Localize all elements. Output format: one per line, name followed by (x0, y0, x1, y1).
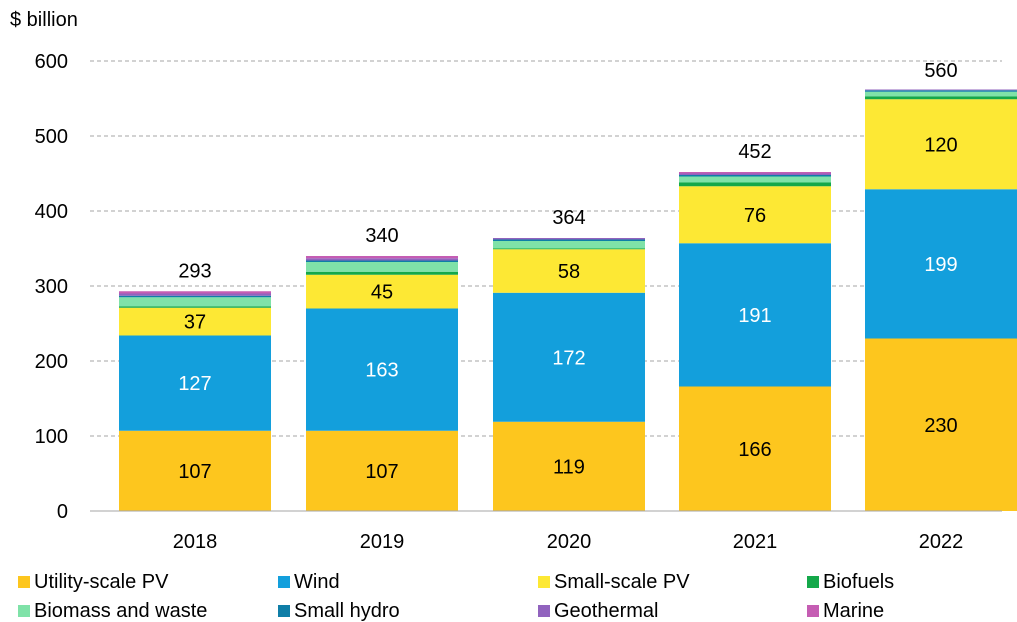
data-label: 163 (365, 360, 398, 382)
x-tick-label: 2020 (547, 531, 592, 553)
total-label: 560 (924, 60, 957, 82)
bar-segment (679, 186, 831, 244)
legend-label: Wind (294, 571, 340, 593)
legend-label: Utility-scale PV (34, 571, 169, 593)
bar-segment (679, 176, 831, 183)
bar-segment (679, 386, 831, 511)
total-label: 364 (552, 207, 585, 229)
x-tick-label: 2018 (173, 531, 218, 553)
data-label: 45 (371, 282, 393, 304)
x-axis: 2018 2019 2020 2021 2022 (90, 510, 1002, 553)
bar-segment (865, 90, 1017, 92)
y-tick-label: 600 (35, 51, 68, 73)
total-label: 293 (178, 260, 211, 282)
bar-segment (119, 297, 271, 307)
bar-segment (119, 295, 271, 298)
data-label: 199 (924, 254, 957, 276)
bar-segment (306, 271, 458, 275)
legend-swatch (18, 605, 30, 617)
bar-segment (865, 89, 1017, 91)
legend-swatch (807, 576, 819, 588)
total-label: 452 (738, 141, 771, 163)
data-label: 191 (738, 305, 771, 327)
x-tick-label: 2019 (360, 531, 405, 553)
legend-swatch (278, 605, 290, 617)
legend-swatch (18, 576, 30, 588)
legend-label: Marine (823, 600, 884, 622)
y-axis-ticks: 0 100 200 300 400 500 600 (35, 51, 68, 523)
data-label: 76 (744, 205, 766, 227)
bar-segment (306, 260, 458, 262)
data-label: 120 (924, 134, 957, 156)
legend-label: Geothermal (554, 600, 659, 622)
legend: Utility-scale PV Wind Small-scale PV Biofue… (18, 571, 894, 622)
data-label: 107 (178, 461, 211, 483)
legend-swatch (807, 605, 819, 617)
bar-segment (306, 262, 458, 272)
bar-segment (865, 338, 1017, 511)
bar-segment (119, 291, 271, 294)
bar-segment (119, 306, 271, 308)
bars: 107 127 37 293 107 163 45 340 119 172 58 364 166 191 7… (119, 60, 1017, 511)
data-label: 172 (552, 347, 585, 369)
data-label: 37 (184, 312, 206, 334)
bar-segment (493, 239, 645, 241)
bar-segment (493, 249, 645, 293)
bar-segment (306, 274, 458, 309)
data-label: 127 (178, 373, 211, 395)
legend-label: Small-scale PV (554, 571, 690, 593)
bar-segment (865, 96, 1017, 100)
bar-segment (679, 173, 831, 175)
x-tick-label: 2021 (733, 531, 778, 553)
bar-segment (119, 307, 271, 336)
bar-segment (679, 243, 831, 387)
bar-segment (493, 292, 645, 422)
bar-segment (306, 256, 458, 259)
bar-segment (119, 430, 271, 511)
bar-segment (865, 99, 1017, 190)
data-label: 230 (924, 415, 957, 437)
y-tick-label: 400 (35, 201, 68, 223)
y-tick-label: 100 (35, 426, 68, 448)
bar-segment (493, 241, 645, 249)
y-tick-label: 300 (35, 276, 68, 298)
bar-segment (306, 258, 458, 261)
data-label: 119 (553, 456, 585, 478)
legend-label: Small hydro (294, 600, 400, 622)
bar-segment (865, 91, 1017, 97)
bar-segment (679, 182, 831, 187)
y-tick-label: 0 (57, 501, 68, 523)
bar-segment (306, 308, 458, 431)
bar-segment (119, 335, 271, 431)
bar-segment (679, 175, 831, 177)
bar-segment (493, 238, 645, 240)
legend-swatch (538, 576, 550, 588)
data-label: 107 (365, 461, 398, 483)
legend-label: Biomass and waste (34, 600, 207, 622)
bar-segment (119, 293, 271, 296)
bar-segment (493, 248, 645, 250)
legend-swatch (278, 576, 290, 588)
legend-swatch (538, 605, 550, 617)
total-label: 340 (365, 225, 398, 247)
bar-segment (679, 172, 831, 174)
y-axis-label: $ billion (10, 9, 78, 31)
bar-segment (865, 189, 1017, 339)
bar-segment (493, 421, 645, 511)
bar-segment (306, 430, 458, 511)
data-label: 58 (558, 261, 580, 283)
y-tick-label: 200 (35, 351, 68, 373)
legend-label: Biofuels (823, 571, 894, 593)
data-label: 166 (738, 439, 771, 461)
x-tick-label: 2022 (919, 531, 964, 553)
y-tick-label: 500 (35, 126, 68, 148)
